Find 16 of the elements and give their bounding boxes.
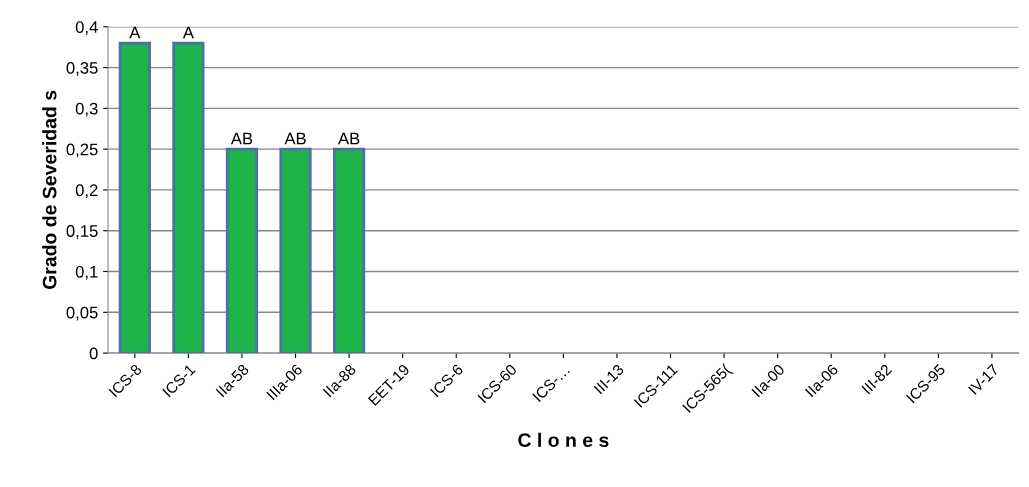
y-tick-label: 0,05 (66, 306, 98, 321)
data-label: A (129, 26, 141, 39)
y-tick-label: 0,15 (66, 225, 98, 239)
x-axis-title: C l o n e s (518, 432, 609, 448)
data-label: AB (284, 132, 306, 145)
data-label: A (182, 26, 194, 39)
y-tick-label: 0,1 (75, 265, 98, 280)
data-label: AB (338, 132, 360, 145)
data-label: AB (230, 132, 253, 145)
y-tick-label: 0,2 (75, 184, 98, 199)
y-tick-label: 0,25 (66, 143, 98, 158)
y-tick-label: 0 (89, 347, 98, 360)
y-axis-title: Grado de Severidad s (42, 90, 57, 290)
y-tick-label: 0,35 (66, 61, 98, 76)
y-tick-label: 0,3 (75, 102, 98, 117)
y-tick-label: 0,4 (75, 21, 98, 35)
